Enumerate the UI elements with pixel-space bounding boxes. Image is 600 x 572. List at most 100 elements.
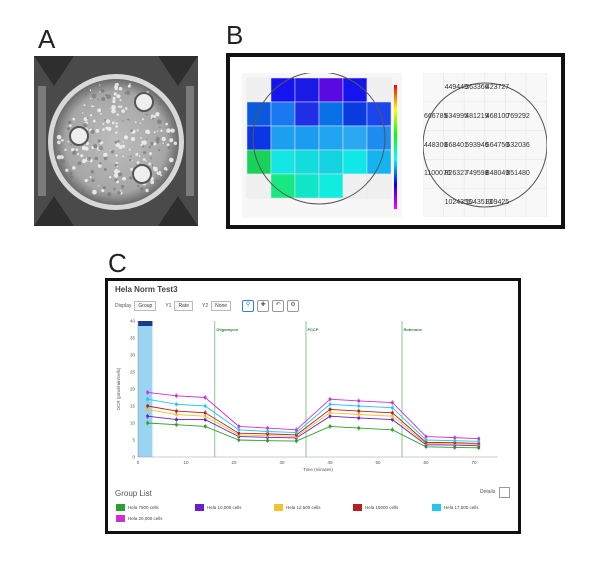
cell-speckle xyxy=(103,156,108,161)
cell-speckle xyxy=(110,107,112,110)
series-line xyxy=(147,405,479,444)
data-point xyxy=(237,438,241,442)
data-point xyxy=(357,413,361,416)
cell-speckle xyxy=(121,178,123,180)
data-point xyxy=(424,438,428,442)
legend-item[interactable]: Hela 20,000 cells xyxy=(116,515,163,522)
heatmap-cell xyxy=(270,125,296,151)
cell-speckle xyxy=(56,151,61,155)
table-cell-value: 632036 xyxy=(506,141,530,149)
table-cell-value: 809425 xyxy=(485,199,510,207)
legend-item[interactable]: Hela 7500 cells xyxy=(116,504,159,511)
cell-speckle xyxy=(127,84,131,88)
display-label: Display xyxy=(115,303,132,309)
cell-speckle xyxy=(89,114,93,117)
cell-speckle xyxy=(86,156,91,162)
cell-speckle xyxy=(56,134,62,140)
cell-speckle xyxy=(117,105,121,108)
cell-speckle xyxy=(92,189,97,195)
cell-speckle xyxy=(142,140,147,145)
table-cell-value: 749598 xyxy=(465,170,489,178)
cell-speckle xyxy=(98,185,100,187)
cell-speckle xyxy=(111,121,115,125)
heatmap-cell xyxy=(366,101,392,127)
cell-speckle xyxy=(153,131,156,134)
injection-label: Rotenone xyxy=(404,327,423,332)
legend-item[interactable]: Hela 15000 cells xyxy=(353,504,398,511)
data-point xyxy=(295,439,298,443)
cell-speckle xyxy=(130,136,136,142)
x-tick-label: 10 xyxy=(183,460,189,465)
cell-speckle xyxy=(119,99,122,102)
cell-speckle xyxy=(163,138,166,140)
data-point xyxy=(175,409,178,413)
table-cell-value: 593946 xyxy=(465,141,489,149)
analysis-window: Hela Norm Test3 Display Group Y1 Rate Y2… xyxy=(105,278,521,534)
cell-speckle xyxy=(153,115,157,118)
cell-speckle xyxy=(100,113,102,115)
cell-speckle xyxy=(150,180,155,185)
cell-speckle xyxy=(118,145,123,149)
cell-speckle xyxy=(148,145,151,149)
cell-speckle xyxy=(101,189,105,193)
cell-speckle xyxy=(112,187,116,191)
cell-speckle xyxy=(72,150,77,155)
settings-icon[interactable]: ⚙ xyxy=(287,300,300,312)
data-point xyxy=(237,425,241,428)
cell-speckle xyxy=(65,168,69,172)
value-table-grid xyxy=(423,73,547,217)
cell-speckle xyxy=(156,130,159,132)
cell-speckle xyxy=(114,178,118,182)
cell-speckle xyxy=(112,96,116,101)
cell-speckle xyxy=(115,125,119,128)
data-point xyxy=(266,439,269,442)
cell-speckle xyxy=(111,108,116,114)
heatmap-cell xyxy=(342,125,368,151)
table-cell-value: 666785 xyxy=(424,112,448,120)
cell-speckle xyxy=(145,129,150,134)
cell-speckle xyxy=(169,138,174,143)
cell-speckle xyxy=(157,119,162,125)
cell-speckle xyxy=(124,107,128,110)
legend-label: Hela 17,500 cells xyxy=(444,505,479,510)
cell-speckle xyxy=(114,82,119,87)
y2-select[interactable]: None xyxy=(211,301,232,311)
x-tick-label: 40 xyxy=(327,460,333,465)
cell-speckle xyxy=(159,126,161,129)
cell-speckle xyxy=(140,143,143,147)
y1-select[interactable]: Rate xyxy=(174,301,193,311)
legend-item[interactable]: Hela 12,500 cells xyxy=(274,504,321,511)
pan-icon[interactable]: ✚ xyxy=(257,300,270,312)
cell-speckle xyxy=(128,176,133,180)
details-checkbox[interactable] xyxy=(499,487,510,498)
cell-speckle xyxy=(113,92,117,96)
cell-speckle xyxy=(91,178,95,183)
y-tick-label: 15 xyxy=(130,404,136,409)
cell-speckle xyxy=(129,155,132,158)
cell-speckle xyxy=(122,176,127,181)
cell-speckle xyxy=(141,118,144,121)
legend-item[interactable]: Hela 17,500 cells xyxy=(432,504,479,511)
cell-speckle xyxy=(115,154,118,157)
cell-speckle xyxy=(61,154,63,157)
data-point xyxy=(453,439,457,442)
undo-icon[interactable]: ↶ xyxy=(272,300,285,312)
legend-swatch xyxy=(274,504,283,511)
zoom-icon[interactable]: ⚲ xyxy=(242,300,255,312)
cell-speckle xyxy=(148,162,151,166)
heatmap-cell xyxy=(318,77,344,103)
heatmap-cell xyxy=(270,149,296,175)
cell-speckle xyxy=(107,191,112,197)
display-select[interactable]: Group xyxy=(134,301,157,311)
data-point xyxy=(453,436,457,439)
cell-speckle xyxy=(97,139,101,143)
legend-item[interactable]: Hela 10,000 cells xyxy=(195,504,242,511)
legend-swatch xyxy=(432,504,441,511)
heatmap-cell xyxy=(246,149,272,175)
x-tick-label: 30 xyxy=(279,460,285,465)
cell-speckle xyxy=(77,153,80,156)
cell-speckle xyxy=(91,105,93,108)
cell-speckle xyxy=(117,170,121,173)
cell-speckle xyxy=(155,136,160,142)
cell-speckle xyxy=(82,112,84,114)
